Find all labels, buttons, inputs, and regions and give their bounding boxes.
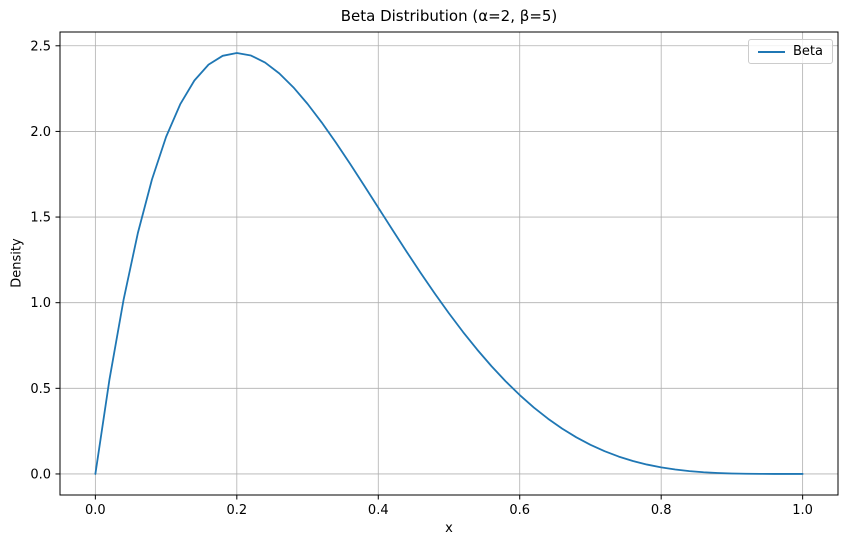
x-tick-label: 0.4 xyxy=(368,503,389,518)
y-tick-label: 0.5 xyxy=(30,382,51,397)
y-tick-label: 0.0 xyxy=(30,467,51,482)
y-tick-label: 2.5 xyxy=(30,39,51,54)
x-tick-label: 0.6 xyxy=(509,503,530,518)
plot-area xyxy=(60,32,838,495)
y-axis-label: Density xyxy=(9,238,25,288)
x-tick-label: 1.0 xyxy=(792,503,813,518)
y-tick-label: 1.5 xyxy=(30,211,51,226)
x-tick-label: 0.8 xyxy=(651,503,672,518)
y-tick-label: 2.0 xyxy=(30,125,51,140)
x-tick-label: 0.0 xyxy=(85,503,106,518)
legend: Beta xyxy=(748,39,833,64)
chart-title: Beta Distribution (α=2, β=5) xyxy=(340,7,558,25)
axes-spines xyxy=(59,31,839,496)
x-axis-label: x xyxy=(445,521,453,536)
beta-curve xyxy=(94,52,804,475)
legend-label: Beta xyxy=(793,44,823,59)
legend-line-sample xyxy=(758,50,786,53)
y-tick-label: 1.0 xyxy=(30,296,51,311)
x-tick-label: 0.2 xyxy=(226,503,247,518)
